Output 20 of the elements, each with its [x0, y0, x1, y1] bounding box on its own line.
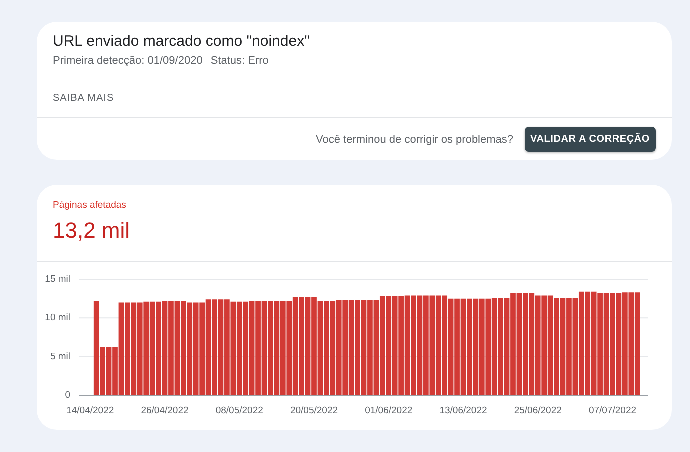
y-tick-label: 5 mil — [50, 351, 71, 362]
text: Você terminou de corrigir os problemas? — [316, 132, 514, 146]
x-tick-label: 13/06/2022 — [440, 406, 488, 416]
y-tick-label: 10 mil — [45, 312, 71, 324]
text: URL enviado marcado como "noindex" — [53, 33, 310, 51]
text: Status: Erro — [210, 55, 269, 67]
text: SAIBA MAIS — [53, 92, 114, 106]
x-tick-label: 20/05/2022 — [290, 406, 338, 416]
y-tick-label: 15 mil — [45, 274, 71, 285]
y-tick-label: 0 — [65, 390, 71, 401]
x-tick-label: 14/04/2022 — [66, 406, 114, 416]
x-tick-label: 25/06/2022 — [514, 406, 562, 416]
x-tick-label: 01/06/2022 — [365, 406, 413, 416]
x-tick-label: 26/04/2022 — [141, 406, 189, 416]
x-tick-label: 07/07/2022 — [588, 406, 637, 416]
text: Primeira detecção: 01/09/2020 — [53, 55, 203, 67]
chart-title: Páginas afetadas — [53, 200, 126, 212]
x-tick-label: 08/05/2022 — [216, 406, 264, 416]
chart-subtitle: 13,2 mil — [53, 217, 130, 245]
text: VALIDAR A CORREÇÃO — [524, 127, 656, 152]
